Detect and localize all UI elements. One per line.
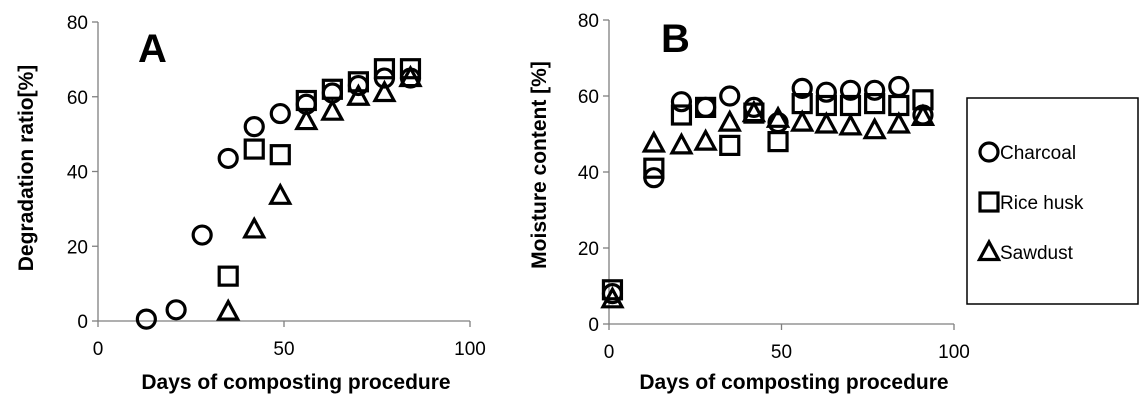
panel-b-sawdust-point [641, 130, 667, 153]
panel-a-y-tick-label: 60 [67, 88, 88, 109]
panel-a-sawdust-point [372, 79, 397, 103]
panel-b-charcoal-point [864, 79, 886, 101]
panel-b-sawdust-point [717, 109, 742, 132]
panel-a-y-tick-label: 0 [77, 312, 88, 333]
panel-a-charcoal-point [191, 224, 213, 246]
panel-b-rice-husk-point [670, 104, 693, 126]
panel-b-chart: B Days of composting procedure Moisture … [528, 11, 970, 394]
panel-a-x-tick-label: 100 [454, 339, 486, 360]
panel-a-sawdust-point [242, 216, 267, 239]
panel-a-axes: 0 20 40 60 80 0 50 100 [67, 13, 486, 360]
panel-b-sawdust-point [669, 132, 694, 155]
panel-b-rice-husk-point [767, 131, 789, 153]
legend-sawdust-label: Sawdust [1000, 243, 1074, 264]
panel-b-axes: 0 20 40 60 80 0 50 100 [578, 11, 970, 363]
panel-a-label: A [138, 27, 167, 71]
panel-a-x-tick-label: 50 [273, 339, 294, 360]
panel-b-rice-husk-point [864, 92, 886, 115]
panel-a-rice-husk-point [269, 144, 291, 166]
panel-b-y-tick-label: 60 [578, 87, 599, 108]
panel-b-x-tick-label: 100 [938, 342, 970, 363]
panel-a-rice-husk-point [399, 58, 422, 80]
panel-b-sawdust-point [862, 116, 887, 140]
panel-a-sawdust-point [346, 83, 371, 106]
legend-charcoal-label: Charcoal [1000, 143, 1076, 164]
panel-b-y-axis-title: Moisture content [%] [528, 61, 551, 269]
legend-rice-husk-marker [978, 191, 1000, 213]
panel-a-sawdust-point [398, 64, 423, 88]
panel-b-sawdust-point [790, 109, 815, 132]
panel-b-sawdust-point [838, 113, 863, 136]
panel-b-charcoal-point [694, 96, 717, 119]
panel-a-sawdust-point [268, 182, 293, 205]
panel-b-y-tick-label: 40 [578, 163, 599, 184]
panel-b-sawdust-point [765, 105, 791, 128]
panel-b-sawdust-point [600, 285, 625, 309]
panel-a-markers [135, 58, 423, 330]
panel-b-label: B [661, 17, 690, 61]
panel-b-charcoal-point [719, 85, 741, 107]
panel-a-x-axis-title: Days of composting procedure [141, 371, 450, 394]
panel-b-rice-husk-point [601, 279, 624, 301]
legend: Charcoal Rice husk Sawdust [966, 97, 1139, 305]
panel-b-sawdust-point [814, 111, 839, 134]
panel-a-sawdust-point [320, 98, 345, 121]
panel-b-x-tick-label: 50 [771, 342, 792, 363]
panel-b-rice-husk-point [643, 157, 665, 179]
panel-b-y-tick-label: 0 [588, 315, 599, 336]
panel-a-y-tick-label: 80 [67, 13, 88, 34]
panel-b-sawdust-point [741, 99, 767, 123]
panel-a-y-tick-label: 20 [67, 237, 88, 258]
panel-b-markers [600, 75, 936, 309]
legend-box [966, 97, 1139, 305]
panel-a-y-axis-title: Degradation ratio[%] [15, 65, 38, 272]
panel-a-rice-husk-point [373, 58, 396, 80]
panel-a-charcoal-point [135, 308, 157, 330]
panel-a-charcoal-point [269, 102, 291, 125]
panel-b-sawdust-point [693, 128, 718, 151]
panel-a-charcoal-point [165, 299, 187, 321]
panel-b-rice-husk-point [694, 96, 717, 119]
panel-b-charcoal-point [815, 81, 837, 103]
panel-b-sawdust-point [886, 111, 911, 134]
panel-a-charcoal-point [217, 147, 239, 170]
panel-b-charcoal-point [670, 91, 693, 113]
panel-b-charcoal-point [791, 77, 813, 100]
panel-a-sawdust-point [216, 298, 241, 321]
legend-charcoal-marker [978, 141, 1000, 163]
panel-a-x-tick-label: 0 [93, 339, 104, 360]
panel-b-rice-husk-point [719, 134, 741, 156]
panel-b-charcoal-point [888, 75, 910, 98]
panel-a-sawdust-point [294, 107, 319, 131]
panel-b-x-tick-label: 0 [604, 342, 615, 363]
panel-a-y-tick-label: 40 [67, 163, 88, 184]
panel-a-rice-husk-point [217, 265, 239, 287]
panel-b-y-tick-label: 20 [578, 239, 599, 260]
panel-b-sawdust-point [910, 103, 936, 127]
legend-rice-husk-label: Rice husk [1000, 193, 1084, 214]
legend-sawdust-marker [976, 238, 1002, 262]
panel-a-chart: A Days of composting procedure Degradati… [15, 13, 486, 394]
panel-a-charcoal-point [243, 116, 265, 138]
panel-a-rice-husk-point [321, 78, 343, 100]
panel-b-x-axis-title: Days of composting procedure [639, 371, 948, 394]
panel-b-charcoal-point [839, 79, 862, 101]
panel-a-rice-husk-point [243, 138, 265, 160]
panel-b-y-tick-label: 80 [578, 11, 599, 32]
panel-a-rice-husk-point [347, 71, 369, 93]
